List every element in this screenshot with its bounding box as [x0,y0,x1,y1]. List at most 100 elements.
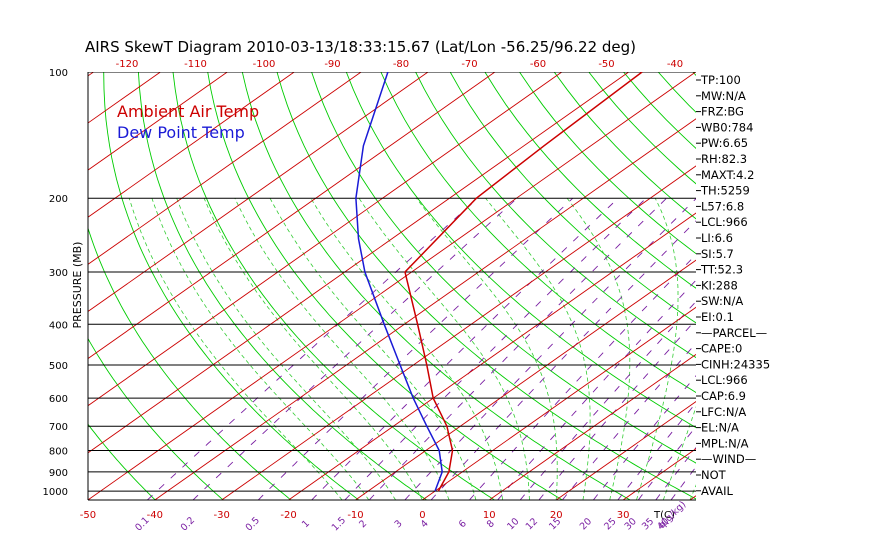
isotherm-line [422,306,696,500]
mixing-ratio-tick-label: 3 [393,518,405,530]
moist-adiabat-line [662,406,696,500]
side-panel-item: WB0:784 [701,120,753,134]
top-temp-tick-label: -80 [393,59,409,70]
bottom-temp-tick-label: 10 [483,510,496,521]
isotherm-line [757,72,870,500]
side-panel-item: CINH:24335 [701,357,770,371]
dry-adiabat-line [449,72,696,324]
side-panel-item: SI:5.7 [701,247,734,261]
side-panel-item: L57:6.8 [701,199,744,213]
side-panel-item: TP:100 [700,73,741,87]
mixing-ratio-line [538,319,696,500]
moist-adiabat-line [128,198,343,500]
moist-adiabat-line [485,197,591,500]
mixing-ratio-tick-label: 2 [357,518,369,530]
air-temp-line [404,72,643,492]
bottom-temp-tick-label: 30 [617,510,630,521]
chart-title: AIRS SkewT Diagram 2010-03-13/18:33:15.6… [85,38,636,56]
mixing-ratio-line [368,197,667,500]
side-panel-item: LFC:N/A [701,405,746,419]
moist-adiabat-line [416,197,558,500]
dry-adiabat-line [88,337,224,500]
side-panel-item: TT:52.3 [700,263,743,277]
moist-adiabat-line [269,198,477,500]
top-temp-tick-label: -90 [324,59,340,70]
dry-adiabat-line [728,72,870,500]
dry-adiabat-line [0,72,20,500]
dry-adiabat-line [415,72,696,359]
dry-adiabat-line [484,72,696,289]
mixing-ratio-line [404,198,696,500]
pressure-tick-label: 300 [49,268,68,279]
top-temp-tick-label: -70 [461,59,477,70]
dry-adiabat-line [831,72,870,500]
dry-adiabat-line [657,72,696,113]
series-layer [355,72,643,492]
side-panel-item: PW:6.65 [701,136,748,150]
mixing-ratio-line [311,197,619,500]
isotherm-line [555,400,696,500]
side-panel-item: NOT [701,468,727,482]
moist-adiabat-line [310,197,504,500]
bottom-temp-tick-label: -50 [80,510,96,521]
moist-adiabat-line [203,198,423,500]
side-panel-item: MW:N/A [701,89,746,103]
mixing-ratio-tick-label: 12 [524,516,540,532]
side-panel-item: LI:6.6 [701,231,733,245]
dry-adiabat-line [276,72,696,500]
mixing-ratio-tick-label: 1.5 [330,515,348,533]
mixing-ratio-line [430,220,696,500]
isotherm-line [489,353,696,500]
top-temp-tick-label: -50 [598,59,614,70]
side-panel-item: SW:N/A [701,294,743,308]
bottom-temp-tick-label: 0 [419,510,425,521]
mixing-ratio-tick-label: 10 [505,516,521,532]
pressure-tick-label: 200 [49,194,68,205]
isotherm-line [355,259,696,500]
mixing-ratio-tick-label: 6 [457,518,469,530]
dry-adiabat-line [519,72,696,255]
dry-adiabat-line [762,72,870,500]
pressure-tick-label: 700 [49,422,68,433]
mixing-ratio-line [561,342,696,500]
bottom-temp-tick-label: -30 [214,510,230,521]
isotherm-line [88,72,496,360]
top-temp-tick-label: -60 [530,59,546,70]
isotherm-line [88,72,629,454]
dry-adiabat-line [345,72,696,429]
side-panel-item: TH:5259 [700,184,750,198]
side-panel-item: RH:82.3 [701,152,747,166]
isotherm-line [221,165,696,500]
mixing-ratio-line [497,279,696,500]
side-panel-item: —PARCEL— [701,326,767,340]
isotherm-line [88,72,295,218]
mixing-ratio-line [670,466,696,500]
side-panel-item: CAP:6.9 [701,389,746,403]
top-temp-tick-label: -110 [184,59,207,70]
pressure-tick-label: 100 [49,68,68,79]
dry-adiabat-line [88,423,156,500]
pressure-tick-label: 800 [49,447,68,458]
side-panel-item: FRZ:BG [701,105,744,119]
mixing-ratio-line [192,197,518,500]
y-axis-label: PRESSURE (MB) [71,242,84,329]
mixing-ratio-line [617,402,696,500]
mixing-ratio-line [519,300,696,500]
bottom-temp-tick-label: 20 [550,510,563,521]
mixing-ratio-tick-label: 0.2 [179,515,197,533]
mixing-ratio-line [637,425,696,500]
isotherm-line [88,72,696,500]
bottom-temp-unit-label: T(C) [653,510,675,521]
pressure-tick-label: 900 [49,468,68,479]
dew-point-line [355,72,443,492]
mixing-ratio-tick-label: 4 [419,518,431,530]
top-temp-tick-label: -40 [667,59,683,70]
mixing-ratio-line [257,197,574,500]
pressure-tick-label: 400 [49,320,68,331]
mixing-ratio-line [655,446,696,500]
mixing-ratio-line [592,375,696,500]
isotherm-line [88,72,563,407]
